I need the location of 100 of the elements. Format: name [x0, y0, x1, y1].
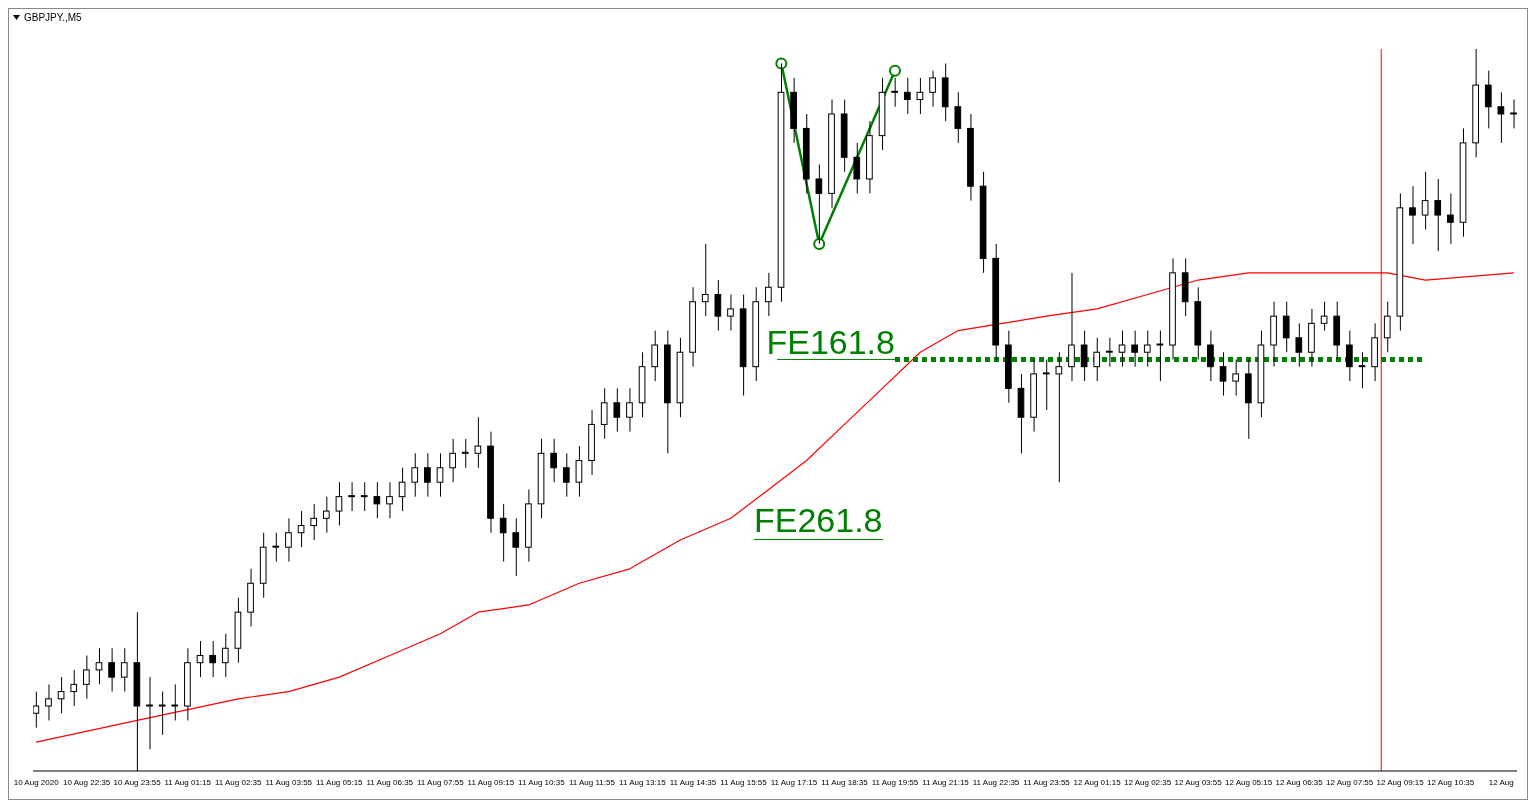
x-tick-label: 10 Aug 2020	[13, 777, 60, 787]
candlestick	[626, 387, 633, 433]
candlestick	[221, 633, 229, 678]
candlestick	[600, 387, 608, 440]
candlestick	[1118, 330, 1126, 368]
candlestick	[1207, 330, 1214, 382]
candlestick	[1068, 272, 1075, 382]
candlestick	[1282, 301, 1290, 353]
candlestick	[765, 272, 772, 317]
candlestick	[474, 416, 482, 469]
chart-title: GBPJPY.,M5	[24, 12, 82, 23]
candlestick	[1055, 351, 1063, 483]
candlestick	[903, 77, 911, 115]
x-tick-label: 10 Aug 22:35	[63, 777, 111, 787]
candlestick	[57, 676, 65, 714]
x-tick-label: 11 Aug 17:15	[770, 777, 818, 787]
candlestick	[424, 452, 431, 498]
x-tick-label: 11 Aug 07:55	[417, 777, 465, 787]
x-tick-label: 11 Aug 13:15	[619, 777, 667, 787]
candlestick	[954, 91, 962, 144]
candlestick	[512, 517, 520, 577]
candlestick	[1346, 330, 1353, 382]
x-tick-label: 11 Aug 01:15	[164, 777, 212, 787]
candlestick	[1358, 351, 1366, 389]
x-tick-label: 12 Aug 10:35	[1427, 777, 1475, 787]
candlestick	[929, 70, 936, 108]
candlestick	[310, 503, 318, 541]
candlestick	[171, 683, 179, 721]
x-tick-label: 11 Aug 03:55	[265, 777, 313, 787]
candlestick	[562, 452, 570, 498]
candlestick	[499, 503, 507, 563]
candlestick	[550, 438, 557, 483]
candlestick	[398, 467, 406, 512]
candlestick	[373, 481, 381, 519]
candlestick	[209, 640, 216, 678]
candlestick	[436, 452, 444, 498]
candlestick	[411, 452, 419, 498]
x-tick-label: 11 Aug 15:55	[720, 777, 768, 787]
candlestick	[335, 481, 343, 527]
candlestick	[1383, 301, 1391, 353]
candlestick	[146, 676, 153, 750]
candlestick	[297, 510, 305, 548]
x-tick-label: 12 Aug 05:15	[1225, 777, 1273, 787]
x-tick-label: 11 Aug 11:55	[568, 777, 616, 787]
x-tick-label: 12 Aug 09:15	[1376, 777, 1425, 787]
x-tick-label: 11 Aug 23:55	[1023, 777, 1071, 787]
candlestick	[613, 387, 621, 433]
candlestick	[1295, 322, 1303, 368]
candlestick	[916, 77, 924, 115]
candlestick	[575, 445, 583, 498]
candlestick	[1143, 330, 1151, 368]
candlestick	[196, 640, 204, 678]
x-tick-label: 12 Aug 03:55	[1174, 777, 1223, 787]
candlestick	[1434, 178, 1442, 252]
candlestick	[1106, 337, 1113, 368]
candlestick	[461, 438, 469, 469]
candlestick	[1232, 358, 1240, 397]
x-tick-label: 11 Aug 02:35	[214, 777, 263, 787]
candlestick	[727, 293, 734, 332]
x-tick-label: 11 Aug 09:15	[467, 777, 515, 787]
candlestick	[1320, 301, 1328, 332]
x-tick-label: 11 Aug 21:15	[922, 777, 970, 787]
candlestick	[33, 691, 40, 729]
candlestick	[285, 517, 292, 563]
candlestick	[1156, 330, 1164, 382]
candlestick	[272, 532, 280, 563]
annotation: FE261.8	[754, 501, 883, 540]
candlestick	[108, 647, 115, 693]
x-tick-label: 12 Aug 02:35	[1124, 777, 1172, 787]
x-tick-label: 11 Aug 19:55	[871, 777, 919, 787]
x-tick-label: 10 Aug 23:55	[113, 777, 162, 787]
candlestick	[83, 654, 90, 700]
candlestick	[1042, 358, 1050, 411]
candlestick	[853, 142, 861, 194]
x-tick-label: 11 Aug 10:35	[518, 777, 566, 787]
candlestick	[651, 330, 659, 382]
candlestick	[1497, 91, 1505, 144]
candlestick	[322, 496, 330, 534]
candlestick	[1093, 337, 1101, 382]
candlestick	[1409, 185, 1416, 245]
candlestick	[1219, 351, 1227, 397]
candlestick	[70, 669, 78, 707]
candlestick	[158, 691, 166, 736]
candlestick	[1447, 192, 1454, 245]
x-tick-label: 11 Aug 05:15	[315, 777, 364, 787]
candlestick	[1421, 171, 1429, 230]
candlestick	[360, 481, 368, 512]
candlestick	[1510, 99, 1517, 129]
candlestick	[386, 481, 393, 519]
x-tick-label: 11 Aug 06:35	[366, 777, 414, 787]
annotation: FE161.8	[766, 323, 895, 362]
x-tick-label: 12 Aug	[1488, 777, 1514, 787]
candlestick	[701, 243, 709, 317]
x-tick-label: 11 Aug 14:35	[669, 777, 717, 787]
x-tick-label: 12 Aug 01:15	[1073, 777, 1122, 787]
x-tick-label: 11 Aug 18:35	[821, 777, 869, 787]
candlestick	[348, 481, 355, 512]
x-tick-label: 12 Aug 07:55	[1326, 777, 1374, 787]
candlestick	[1131, 330, 1138, 368]
candlestick	[45, 683, 52, 721]
